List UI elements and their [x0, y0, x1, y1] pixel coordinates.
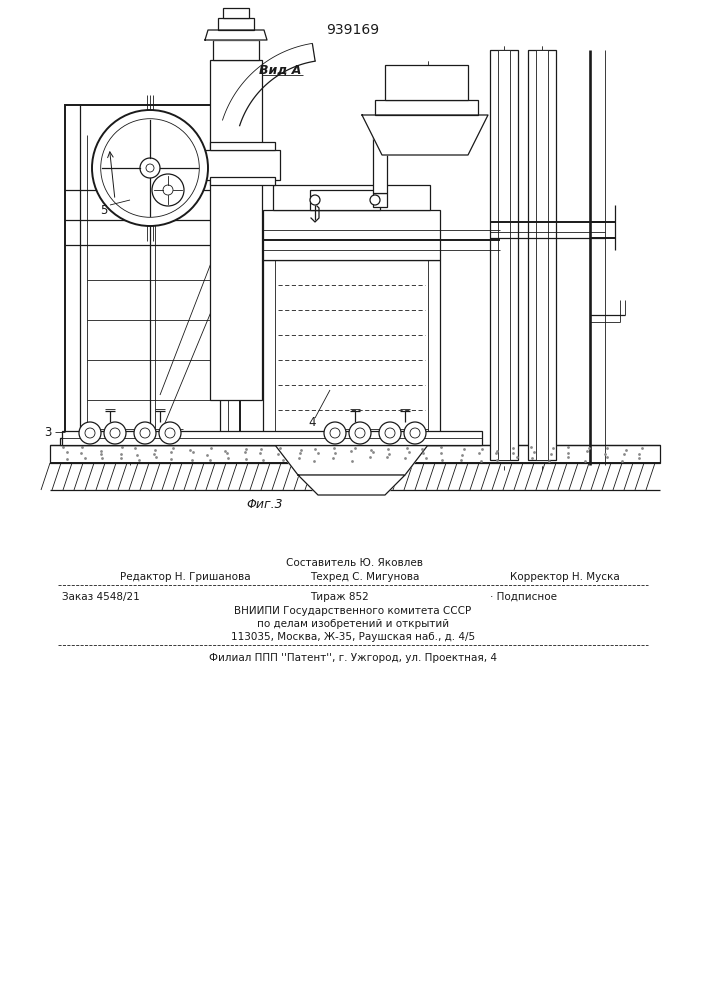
Bar: [60, 438, 480, 445]
Circle shape: [140, 428, 150, 438]
Circle shape: [92, 110, 208, 226]
Circle shape: [100, 119, 199, 217]
Bar: [373, 193, 387, 207]
Circle shape: [385, 428, 395, 438]
Bar: [210, 177, 275, 185]
Circle shape: [404, 422, 426, 444]
Circle shape: [330, 428, 340, 438]
Text: Φиг.3: Φиг.3: [247, 498, 284, 512]
Polygon shape: [205, 30, 267, 40]
Circle shape: [104, 422, 126, 444]
Bar: [210, 60, 262, 400]
Bar: [263, 210, 440, 260]
Polygon shape: [298, 475, 405, 495]
Text: Вид A: Вид A: [259, 64, 301, 77]
Text: ВНИИПИ Государственного комитета СССР: ВНИИПИ Государственного комитета СССР: [235, 606, 472, 616]
Circle shape: [324, 422, 346, 444]
Polygon shape: [362, 115, 488, 155]
Circle shape: [165, 428, 175, 438]
Circle shape: [163, 185, 173, 195]
Bar: [263, 260, 440, 445]
Text: Тираж 852: Тираж 852: [310, 592, 369, 602]
Circle shape: [349, 422, 371, 444]
Bar: [498, 50, 510, 460]
Text: · Подписное: · Подписное: [490, 592, 557, 602]
Bar: [65, 105, 240, 445]
Text: 939169: 939169: [327, 23, 380, 37]
Text: 113035, Москва, Ж-35, Раушская наб., д. 4/5: 113035, Москва, Ж-35, Раушская наб., д. …: [231, 632, 475, 642]
Circle shape: [370, 195, 380, 205]
Circle shape: [134, 422, 156, 444]
Text: по делам изобретений и открытий: по делам изобретений и открытий: [257, 619, 449, 629]
Circle shape: [85, 428, 95, 438]
Text: 5: 5: [100, 204, 107, 217]
Bar: [213, 40, 259, 60]
Text: Филиал ППП ''Патент'', г. Ужгород, ул. Проектная, 4: Филиал ППП ''Патент'', г. Ужгород, ул. П…: [209, 653, 497, 663]
Circle shape: [140, 158, 160, 178]
Circle shape: [152, 174, 184, 206]
Text: Редактор Н. Гришанова: Редактор Н. Гришанова: [120, 572, 250, 582]
Text: 4: 4: [308, 416, 315, 430]
Bar: [218, 18, 254, 30]
Text: 3: 3: [45, 426, 52, 438]
Bar: [210, 142, 275, 150]
Text: Техред С. Мигунова: Техред С. Мигунова: [310, 572, 419, 582]
Bar: [205, 150, 280, 180]
Bar: [385, 65, 468, 100]
Bar: [490, 50, 518, 460]
Circle shape: [79, 422, 101, 444]
Text: Составитель Ю. Яковлев: Составитель Ю. Яковлев: [286, 558, 423, 568]
Bar: [536, 50, 548, 460]
Circle shape: [355, 428, 365, 438]
Circle shape: [379, 422, 401, 444]
Bar: [528, 50, 556, 460]
Circle shape: [410, 428, 420, 438]
Text: Корректор Н. Муска: Корректор Н. Муска: [510, 572, 620, 582]
Bar: [223, 8, 249, 18]
Circle shape: [310, 195, 320, 205]
Bar: [373, 120, 387, 193]
Bar: [310, 190, 380, 210]
Bar: [375, 100, 478, 115]
Bar: [273, 185, 430, 210]
Circle shape: [110, 428, 120, 438]
Circle shape: [146, 164, 154, 172]
Bar: [62, 431, 482, 445]
Text: Заказ 4548/21: Заказ 4548/21: [62, 592, 140, 602]
Bar: [50, 445, 660, 463]
Circle shape: [159, 422, 181, 444]
Polygon shape: [275, 445, 428, 475]
